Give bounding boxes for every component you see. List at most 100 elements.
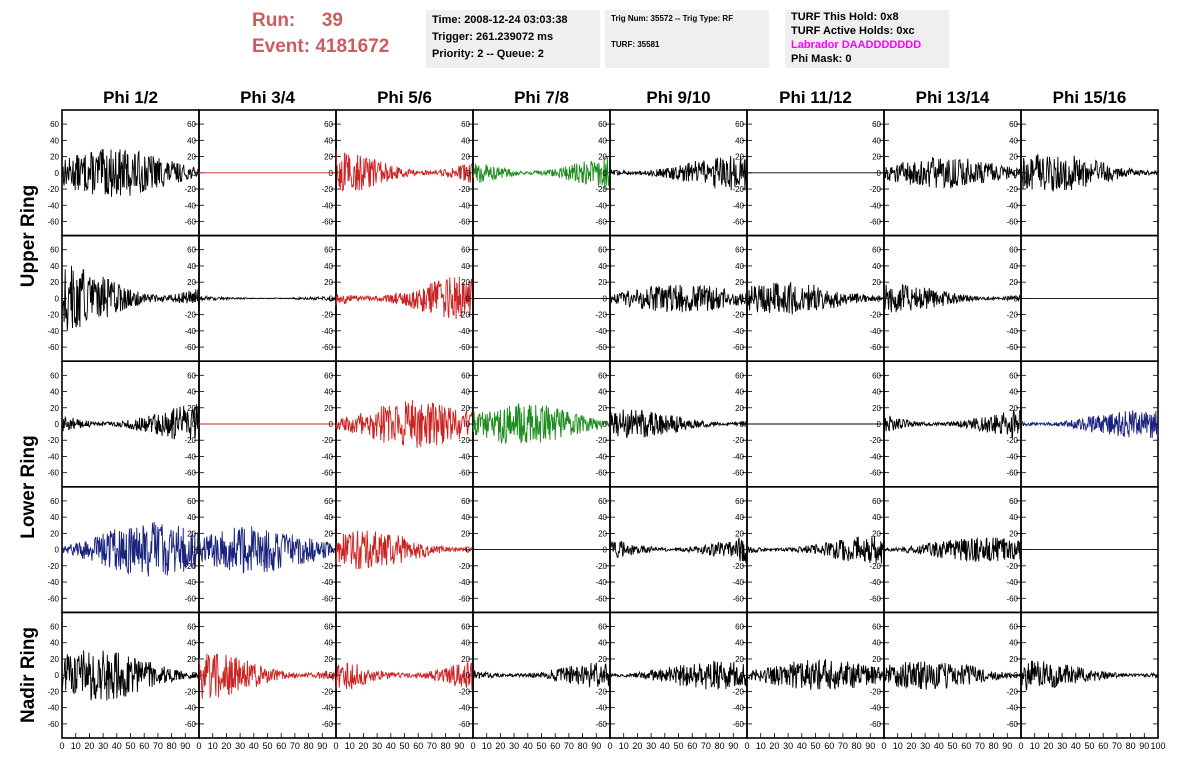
y-tick-label: 0 — [192, 294, 197, 303]
column-header-4: Phi 7/8 — [514, 88, 569, 107]
y-tick-label: -20 — [321, 687, 333, 696]
y-tick-label: 0 — [55, 420, 60, 429]
y-tick-label: 20 — [735, 404, 744, 413]
y-tick-label: -60 — [732, 343, 744, 352]
x-tick-label: 60 — [824, 741, 834, 751]
y-tick-label: -40 — [321, 327, 333, 336]
x-tick-label: 50 — [947, 741, 957, 751]
panel-r3-c2: -60 -40 -20 0 20 40 60 — [321, 485, 474, 614]
y-tick-label: -40 — [321, 578, 333, 587]
y-tick-label: -20 — [595, 562, 607, 571]
y-tick-label: 60 — [324, 246, 333, 255]
y-tick-label: 60 — [187, 120, 196, 129]
y-tick-label: 0 — [603, 546, 608, 555]
x-tick-label: 40 — [660, 741, 670, 751]
run-line: Run: 39 — [252, 8, 422, 34]
panel-r2-c4: -60 -40 -20 0 20 40 60 — [595, 360, 748, 488]
y-tick-label: -40 — [595, 452, 607, 461]
x-tick-label: 60 — [139, 741, 149, 751]
y-tick-label: 40 — [324, 639, 333, 648]
x-tick-label: 0 — [470, 741, 475, 751]
y-tick-label: 40 — [1009, 262, 1018, 271]
x-tick-label: 40 — [934, 741, 944, 751]
y-tick-label: -20 — [732, 436, 744, 445]
waveform-trace — [883, 283, 1022, 313]
y-tick-label: 60 — [324, 497, 333, 506]
panel-r1-c4: -60 -40 -20 0 20 40 60 — [595, 234, 748, 363]
y-tick-label: 60 — [187, 497, 196, 506]
y-tick-label: -60 — [47, 217, 59, 226]
x-tick-label: 70 — [975, 741, 985, 751]
x-tick-label: 80 — [304, 741, 314, 751]
y-tick-label: 40 — [598, 388, 607, 397]
y-tick-label: 0 — [1014, 294, 1019, 303]
panel-r0-c6: -60 -40 -20 0 20 40 60 — [869, 109, 1022, 237]
waveform-trace — [335, 661, 474, 691]
y-tick-label: 40 — [1009, 136, 1018, 145]
y-tick-label: 40 — [324, 388, 333, 397]
y-tick-label: -60 — [732, 469, 744, 478]
x-tick-label: 20 — [1043, 741, 1053, 751]
y-tick-label: -20 — [595, 185, 607, 194]
waveform-trace — [335, 530, 474, 570]
panel-r2-c1: -60 -40 -20 0 20 40 60 — [184, 360, 337, 488]
y-tick-label: 40 — [50, 513, 59, 522]
x-tick-label: 0 — [333, 741, 338, 751]
y-tick-label: -60 — [458, 594, 470, 603]
x-tick-label: 20 — [495, 741, 505, 751]
y-tick-label: 60 — [50, 246, 59, 255]
y-tick-label: 40 — [50, 388, 59, 397]
x-tick-label: 80 — [167, 741, 177, 751]
x-tick-label: 40 — [386, 741, 396, 751]
y-tick-label: -60 — [869, 343, 881, 352]
x-tick-label: 60 — [413, 741, 423, 751]
x-tick-label: 70 — [427, 741, 437, 751]
y-tick-label: -60 — [184, 469, 196, 478]
x-tick-label: 60 — [276, 741, 286, 751]
y-tick-label: -40 — [184, 704, 196, 713]
x-tick-label: 30 — [372, 741, 382, 751]
y-tick-label: -20 — [595, 687, 607, 696]
x-tick-label: 90 — [454, 741, 464, 751]
x-tick-label: 80 — [989, 741, 999, 751]
y-tick-label: -60 — [321, 720, 333, 729]
y-tick-label: 40 — [1009, 513, 1018, 522]
y-tick-label: -20 — [458, 562, 470, 571]
y-tick-label: -40 — [732, 201, 744, 210]
waveform-trace — [746, 659, 885, 690]
y-tick-label: 0 — [877, 420, 882, 429]
x-tick-label: 10 — [893, 741, 903, 751]
priority-line: Priority: 2 -- Queue: 2 — [432, 48, 544, 60]
y-tick-label: 40 — [461, 388, 470, 397]
column-header-2: Phi 3/4 — [240, 88, 295, 107]
y-tick-label: 0 — [877, 294, 882, 303]
y-tick-label: -40 — [732, 704, 744, 713]
trig-info-box: Trig Num: 35572 -- Trig Type: RF TURF: 3… — [605, 10, 769, 68]
y-tick-label: -20 — [732, 311, 744, 320]
x-tick-label: 90 — [1139, 741, 1149, 751]
y-tick-label: -40 — [595, 327, 607, 336]
y-tick-label: 20 — [187, 529, 196, 538]
x-tick-label: 0 — [607, 741, 612, 751]
y-tick-label: 0 — [1014, 546, 1019, 555]
x-tick-label: 90 — [317, 741, 327, 751]
panel-r0-c5: -60 -40 -20 0 20 40 60 — [732, 109, 885, 237]
y-tick-label: 20 — [872, 529, 881, 538]
run-event-box: Run: 39 Event: 4181672 — [252, 8, 422, 68]
y-tick-label: -60 — [1006, 469, 1018, 478]
trigger-line: Trigger: 261.239072 ms — [432, 31, 554, 43]
y-tick-label: -20 — [458, 436, 470, 445]
y-tick-label: 40 — [598, 513, 607, 522]
x-tick-label: 30 — [235, 741, 245, 751]
y-tick-label: -20 — [321, 311, 333, 320]
y-tick-label: 0 — [1014, 169, 1019, 178]
y-tick-label: -60 — [458, 343, 470, 352]
y-tick-label: 60 — [461, 623, 470, 632]
y-tick-label: -60 — [1006, 720, 1018, 729]
x-tick-label: 50 — [673, 741, 683, 751]
y-tick-label: 20 — [1009, 529, 1018, 538]
y-tick-label: 60 — [598, 371, 607, 380]
y-tick-label: 40 — [735, 262, 744, 271]
y-tick-label: 20 — [735, 278, 744, 287]
x-tick-label: 10 — [756, 741, 766, 751]
